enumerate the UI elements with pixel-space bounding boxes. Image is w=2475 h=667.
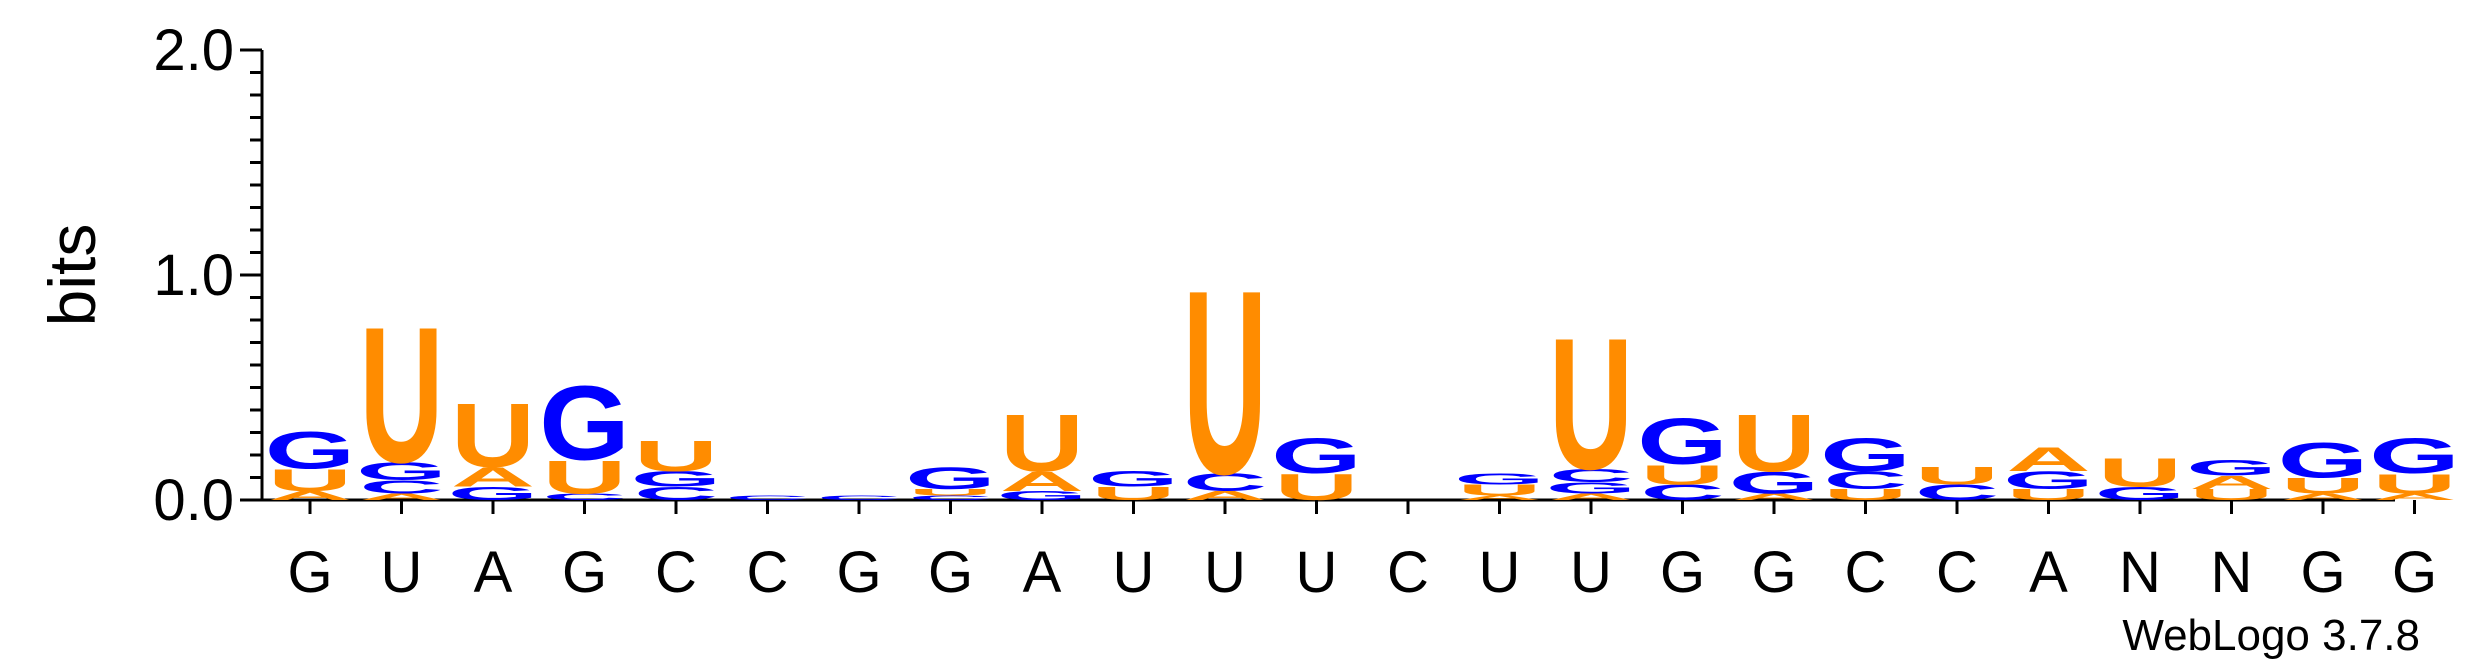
logo-letter: A [1183, 489, 1267, 503]
logo-letter: G [2095, 483, 2186, 504]
logo-letter: G [631, 467, 722, 491]
logo-letter: A [1000, 465, 1084, 496]
x-tick-label: C [655, 540, 697, 605]
logo-letter: A [2281, 492, 2365, 503]
logo-letter: G [1637, 405, 1728, 478]
logo-letter: C [1183, 468, 1267, 496]
logo-letter: C [359, 476, 443, 497]
logo-letter: G [2369, 428, 2460, 484]
logo-letter: A [2372, 492, 2456, 503]
y-tick-label: 2.0 [153, 18, 234, 83]
logo-letter: A [451, 461, 535, 492]
x-tick-label: A [1023, 540, 1062, 605]
logo-letter: U [1823, 486, 1907, 503]
x-tick-label: G [1751, 540, 1796, 605]
logo-letter: G [448, 483, 539, 504]
logo-letter: C [634, 483, 718, 504]
logo-letter: G [2278, 433, 2369, 489]
x-tick-label: U [1296, 540, 1338, 605]
x-tick-label: G [836, 540, 881, 605]
logo-letter: G [1271, 428, 1362, 484]
y-axis-label: bits [35, 224, 109, 327]
logo-letter: C [1823, 466, 1907, 494]
x-tick-label: U [1204, 540, 1246, 605]
logo-letter: A [359, 492, 443, 503]
logo-letter: U [634, 431, 718, 480]
x-tick-label: U [381, 540, 423, 605]
logo-letter: U [908, 487, 992, 498]
logo-letter: G [1820, 429, 1911, 481]
x-tick-label: A [474, 540, 513, 605]
logo-letter: U [1183, 237, 1267, 530]
logo-letter: A [2006, 440, 2090, 478]
logo-letter: G [539, 363, 630, 482]
logo-letter: C [817, 494, 901, 501]
logo-letter: G [2003, 466, 2094, 494]
logo-letter: C [725, 494, 809, 501]
logo-letter: U [1915, 462, 1999, 490]
logo-letter: U [1549, 300, 1633, 509]
logo-letter: U [1091, 483, 1175, 504]
logo-letter: C [908, 494, 992, 501]
x-tick-label: C [1936, 540, 1978, 605]
logo-letter: G [997, 489, 1088, 503]
x-tick-label: C [1845, 540, 1887, 605]
x-tick-label: G [287, 540, 332, 605]
x-tick-label: C [747, 540, 789, 605]
logo-letter: U [1640, 459, 1724, 490]
logo-letter: U [451, 385, 535, 487]
logo-letter: C [542, 492, 626, 503]
logo-letter: U [2372, 468, 2456, 499]
x-tick-label: N [2211, 540, 2253, 605]
logo-letter: U [2098, 450, 2182, 496]
x-tick-label: N [2119, 540, 2161, 605]
logo-letter: U [1000, 398, 1084, 489]
logo-letter: U [2189, 486, 2273, 503]
logo-letter: A [268, 489, 352, 503]
x-tick-label: U [1479, 540, 1521, 605]
logo-letter: U [1732, 398, 1816, 489]
logo-letter: G [1546, 479, 1637, 496]
logo-letter: G [905, 461, 996, 496]
logo-letter: G [1088, 467, 1179, 491]
logo-letter: G [1454, 470, 1545, 487]
y-tick-label: 1.0 [153, 243, 234, 308]
x-tick-label: U [1570, 540, 1612, 605]
logo-letter: U [2281, 473, 2365, 497]
logo-letter: G [1729, 465, 1820, 500]
x-tick-label: A [2029, 540, 2068, 605]
logo-letter: A [1549, 492, 1633, 503]
x-tick-label: C [1387, 540, 1429, 605]
x-tick-label: G [2392, 540, 2437, 605]
x-tick-label: G [562, 540, 607, 605]
credit-label: WebLogo 3.7.8 [2122, 611, 2420, 660]
logo-letter: A [2189, 472, 2273, 493]
logo-letter: A [1732, 492, 1816, 503]
logo-letter: U [2006, 486, 2090, 503]
logo-letter: C [1549, 465, 1633, 486]
logo-letter: U [359, 286, 443, 503]
y-ticks: 0.0 1.0 2.0 [153, 18, 262, 533]
logo-letter: U [542, 451, 626, 503]
logo-letter: A [1457, 494, 1541, 501]
logo-letter: G [356, 457, 447, 485]
y-tick-label: 0.0 [153, 468, 234, 533]
logo-letter: G [2186, 455, 2277, 479]
x-tick-label: U [1113, 540, 1155, 605]
x-tick-label: G [2300, 540, 2345, 605]
logo-letter: G [265, 421, 356, 480]
logo-letter: U [268, 463, 352, 498]
x-tick-label: G [1660, 540, 1705, 605]
logo-letter: U [1457, 481, 1541, 498]
x-tick-label: G [928, 540, 973, 605]
